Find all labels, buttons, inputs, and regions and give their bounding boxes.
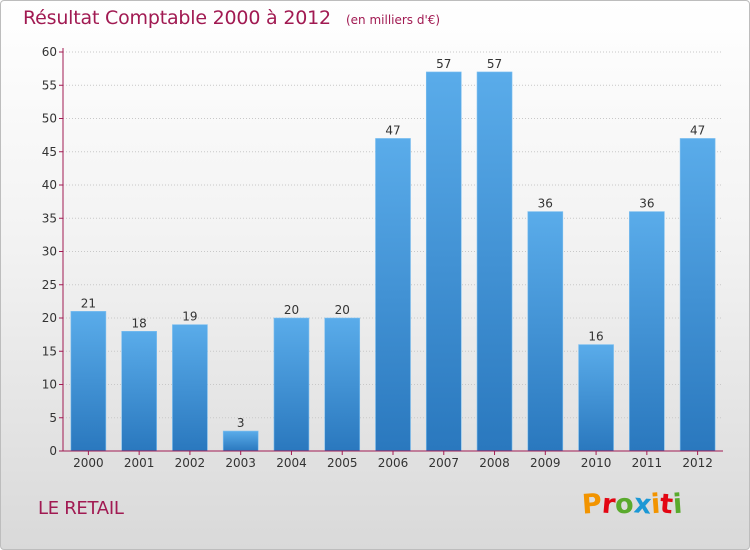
- data-label: 36: [639, 197, 654, 211]
- x-tick-label: 2003: [225, 456, 256, 470]
- y-tick-label: 20: [42, 311, 57, 325]
- data-label: 16: [588, 330, 603, 344]
- x-tick-label: 2008: [479, 456, 510, 470]
- bar: [70, 311, 107, 452]
- bar: [222, 430, 259, 452]
- data-label: 36: [538, 197, 553, 211]
- chart-title: Résultat Comptable 2000 à 2012: [23, 7, 331, 29]
- axes: [62, 48, 723, 452]
- y-tick-label: 15: [42, 344, 57, 358]
- bar: [476, 71, 513, 452]
- bar: [527, 211, 564, 452]
- y-tick-label: 0: [49, 444, 57, 458]
- bar: [578, 344, 614, 452]
- x-tick-label: 2001: [124, 456, 155, 470]
- data-labels: 21 18 19 3 20 20 47 57 57 36 16 36 47: [81, 57, 706, 430]
- bar: [172, 324, 208, 452]
- y-tick-label: 35: [42, 211, 57, 225]
- x-tick-label: 2004: [276, 456, 307, 470]
- x-axis-ticks: 2000 2001 2002 2003 2004 2005 2006 2007 2008 2009…: [73, 451, 713, 470]
- proxiti-logo[interactable]: Proxiti: [580, 488, 684, 521]
- y-axis-ticks: 0 5 10 15 20 25 30 35 40 45 50 55 60: [42, 45, 63, 458]
- x-tick-label: 2006: [378, 456, 409, 470]
- commune-name: LE RETAIL: [38, 498, 124, 519]
- logo-letter: i: [672, 488, 684, 521]
- x-tick-label: 2011: [632, 456, 663, 470]
- data-label: 47: [385, 123, 400, 137]
- bar: [273, 317, 310, 452]
- data-label: 20: [284, 303, 299, 317]
- data-label: 47: [690, 123, 705, 137]
- bar: [121, 330, 157, 452]
- bar: [425, 71, 462, 452]
- x-tick-label: 2002: [175, 456, 206, 470]
- y-tick-label: 30: [42, 245, 57, 259]
- y-tick-label: 25: [42, 278, 57, 292]
- data-label: 3: [237, 416, 245, 430]
- logo-letter: P: [580, 488, 603, 521]
- data-label: 18: [132, 316, 147, 330]
- y-tick-label: 45: [42, 145, 57, 159]
- data-label: 57: [436, 57, 451, 71]
- y-tick-label: 50: [42, 112, 57, 126]
- bar: [679, 138, 716, 452]
- bar: [324, 317, 361, 452]
- chart-subtitle: (en milliers d'€): [345, 13, 441, 27]
- y-tick-label: 55: [42, 78, 57, 92]
- data-label: 19: [182, 310, 197, 324]
- bars: [70, 71, 716, 452]
- bar: [629, 211, 665, 452]
- x-tick-label: 2012: [682, 456, 713, 470]
- x-tick-label: 2005: [327, 456, 358, 470]
- y-tick-label: 40: [42, 178, 57, 192]
- data-label: 57: [487, 57, 502, 71]
- x-tick-label: 2009: [530, 456, 561, 470]
- title-row: Résultat Comptable 2000 à 2012 (en milli…: [23, 7, 440, 29]
- x-tick-label: 2010: [581, 456, 612, 470]
- bar: [375, 138, 411, 452]
- y-tick-label: 60: [42, 45, 57, 59]
- x-tick-label: 2000: [73, 456, 104, 470]
- logo-letter: o: [614, 488, 635, 521]
- x-tick-label: 2007: [428, 456, 459, 470]
- y-tick-label: 5: [49, 411, 57, 425]
- y-tick-label: 10: [42, 378, 57, 392]
- data-label: 21: [81, 296, 96, 310]
- data-label: 20: [335, 303, 350, 317]
